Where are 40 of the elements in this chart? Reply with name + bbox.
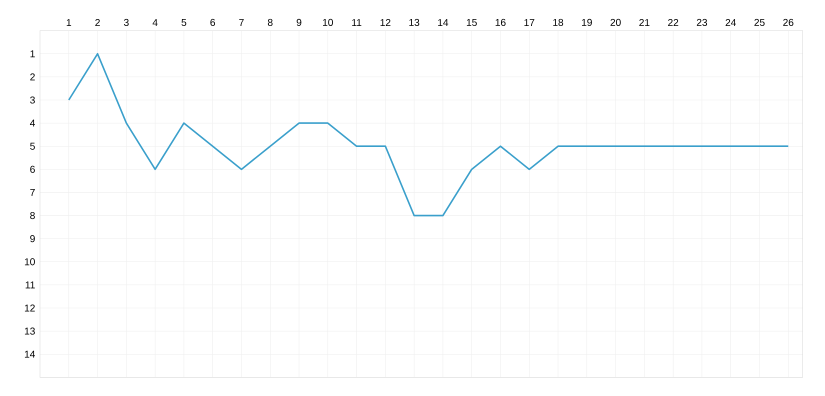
y-tick-label: 13 — [24, 328, 35, 335]
x-tick-label: 9 — [296, 18, 302, 26]
x-tick-label: 16 — [496, 18, 506, 26]
x-tick-label: 8 — [268, 18, 273, 26]
y-tick-label: 12 — [24, 304, 35, 312]
x-tick-label: 3 — [124, 18, 129, 26]
x-tick-label: 15 — [466, 18, 477, 26]
y-tick-label: 1 — [30, 50, 35, 58]
x-tick-label: 21 — [639, 18, 650, 26]
y-tick-label: 3 — [30, 96, 35, 104]
x-tick-label: 14 — [438, 19, 448, 26]
x-tick-label: 17 — [524, 19, 534, 26]
x-tick-label: 11 — [352, 19, 362, 26]
x-tick-label: 19 — [582, 18, 592, 26]
x-tick-label: 12 — [380, 18, 390, 26]
y-tick-label: 8 — [30, 212, 35, 220]
y-tick-label: 2 — [30, 73, 35, 80]
y-tick-label: 10 — [24, 258, 35, 266]
x-tick-label: 10 — [322, 18, 333, 26]
x-tick-label: 25 — [754, 18, 765, 26]
x-tick-label: 22 — [668, 18, 678, 26]
x-tick-label: 18 — [553, 18, 564, 26]
y-tick-label: 14 — [24, 350, 36, 358]
x-tick-label: 7 — [239, 19, 244, 26]
y-tick-label: 5 — [30, 142, 35, 150]
y-tick-label: 4 — [30, 120, 36, 127]
x-tick-label: 23 — [696, 18, 708, 26]
y-tick-label: 6 — [30, 166, 35, 173]
x-tick-label: 13 — [409, 18, 420, 26]
x-tick-label: 5 — [182, 18, 186, 26]
y-tick-label: 9 — [30, 235, 35, 242]
x-tick-label: 24 — [726, 18, 736, 26]
x-tick-label: 4 — [152, 19, 158, 26]
x-tick-label: 6 — [210, 18, 216, 26]
x-tick-label: 20 — [610, 18, 621, 26]
x-tick-label: 2 — [95, 18, 100, 26]
y-tick-label: 11 — [26, 281, 35, 288]
y-tick-label: 7 — [30, 189, 35, 196]
x-tick-label: 26 — [783, 18, 794, 26]
x-tick-label: 1 — [66, 19, 72, 26]
